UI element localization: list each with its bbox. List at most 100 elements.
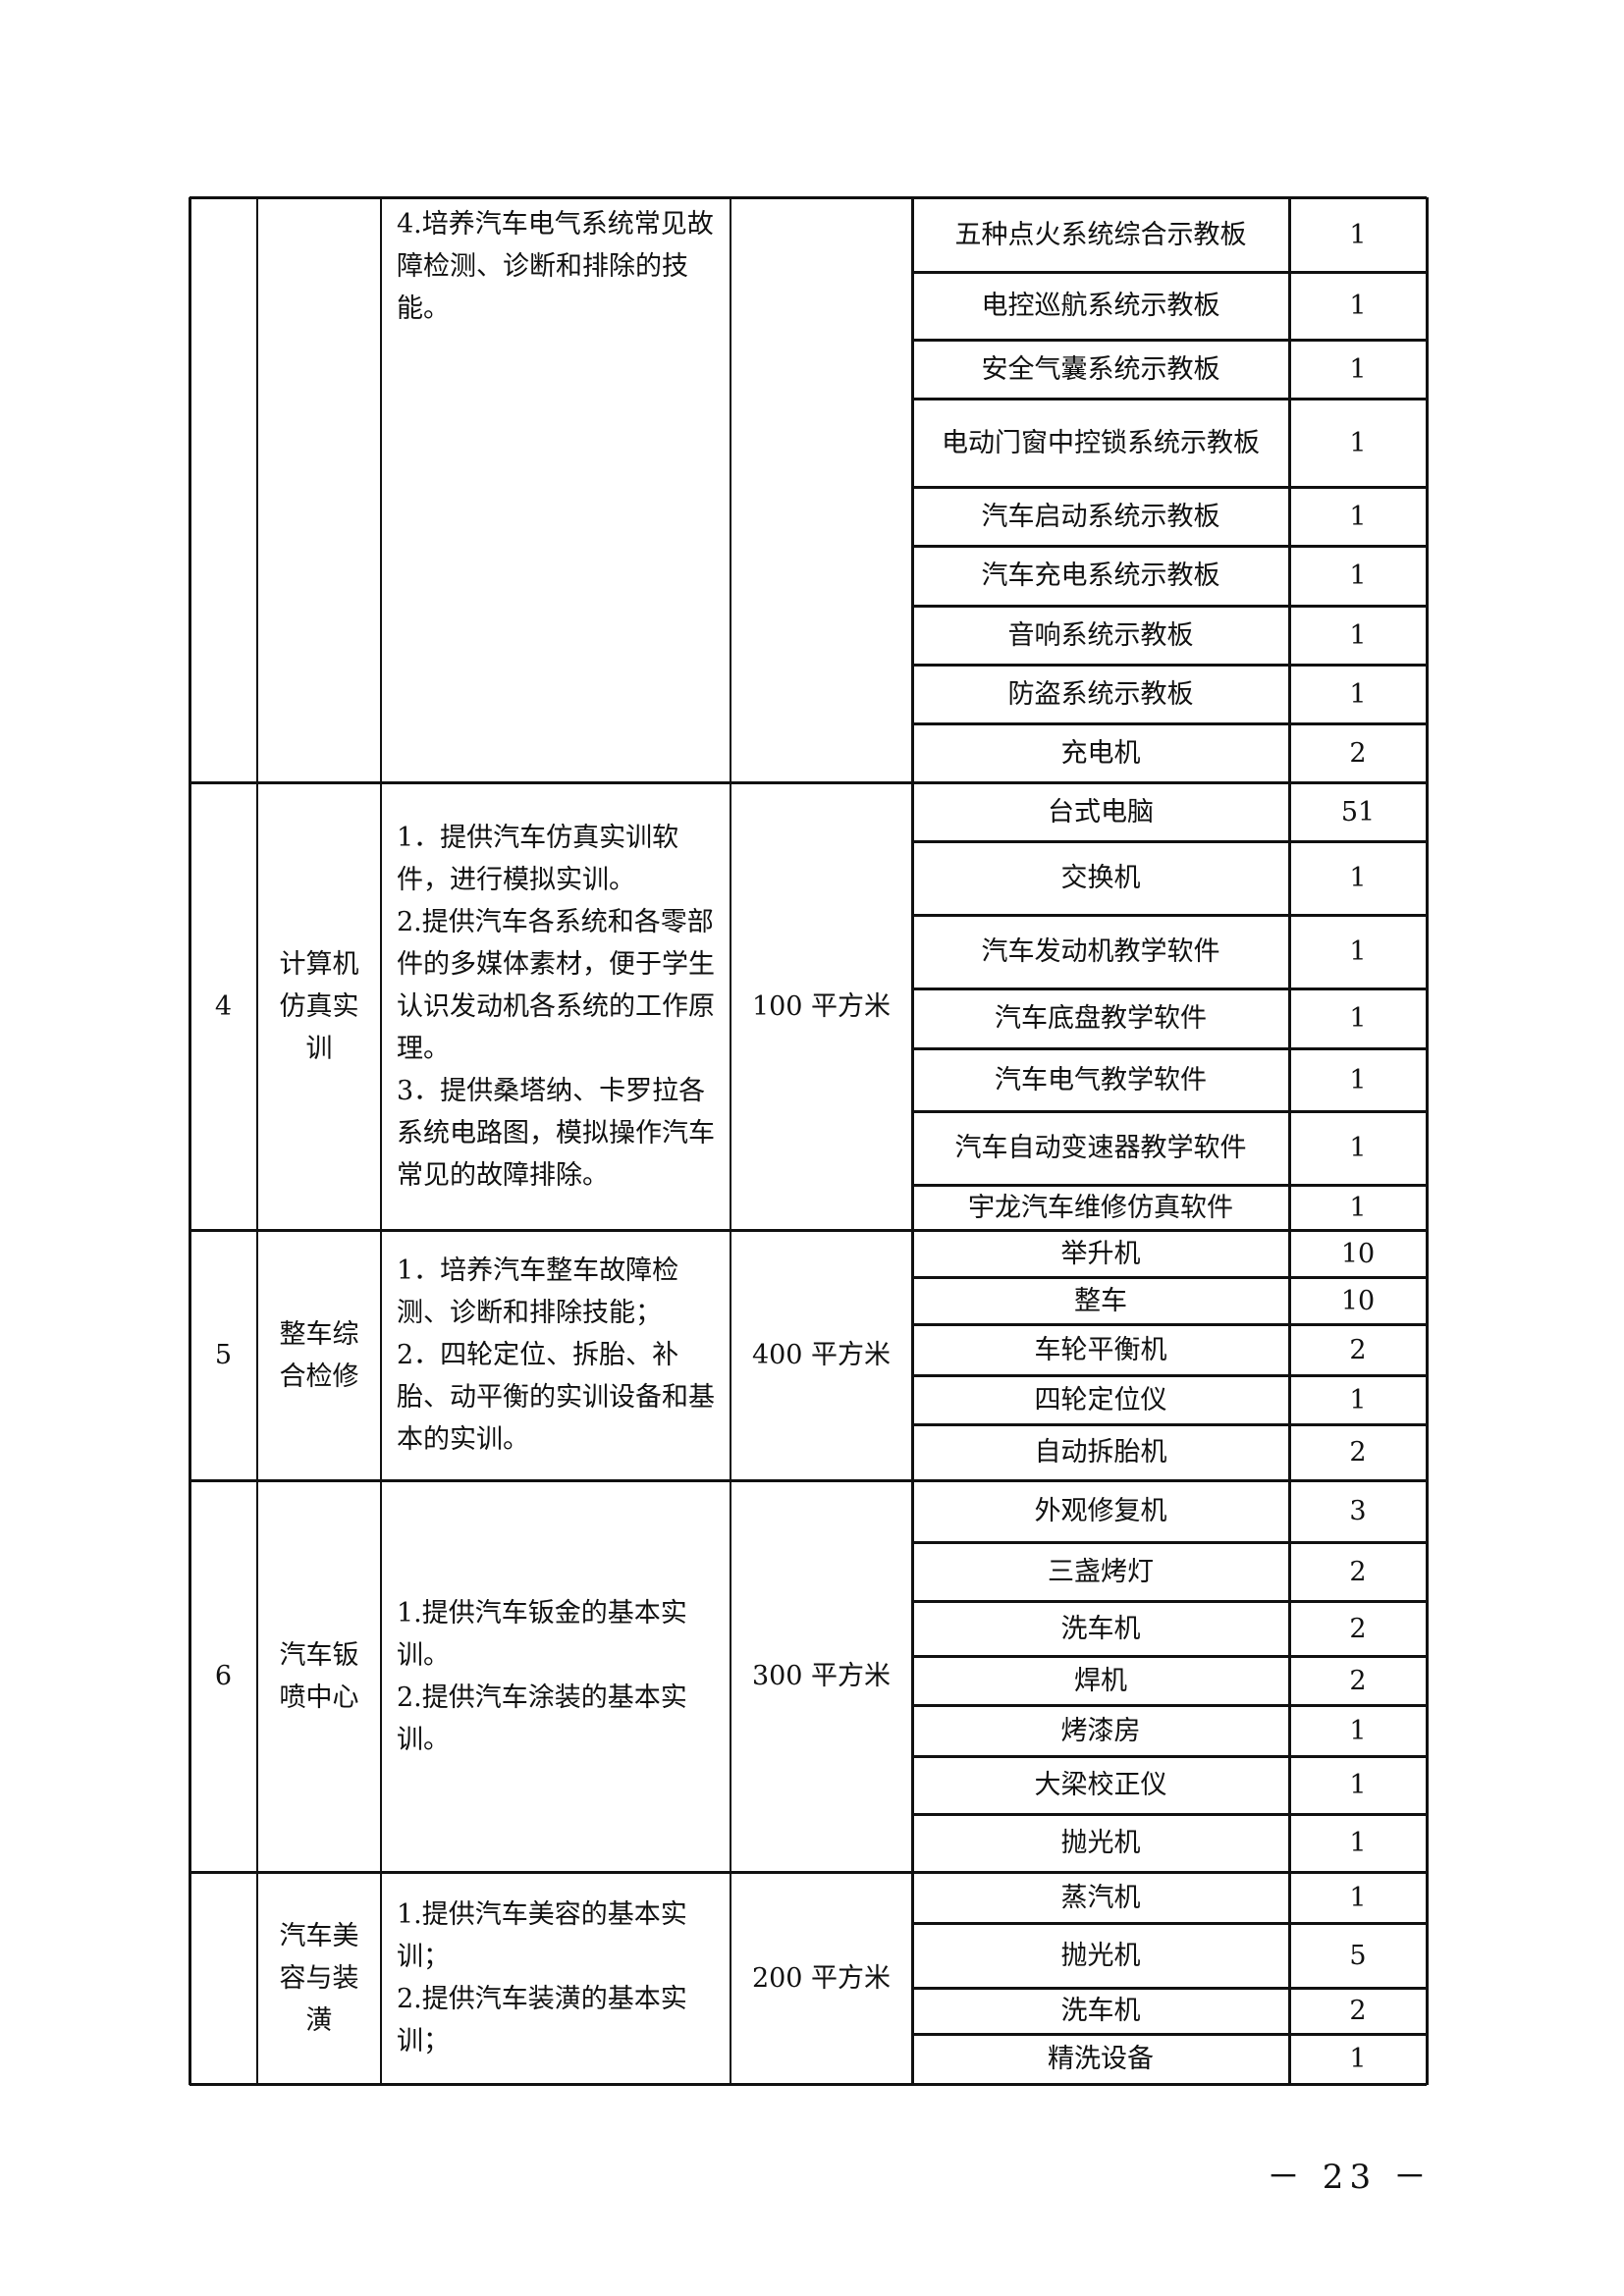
row-divider: [912, 1704, 1427, 1707]
row-divider: [912, 1323, 1427, 1326]
equipment-name: 洗车机: [1060, 1613, 1141, 1644]
equipment-quantity: 1: [1349, 1882, 1367, 1913]
description-line: 3．提供桑塔纳、卡罗拉各系统电路图，模拟操作汽车常见的故障排除。: [397, 1075, 715, 1191]
row-divider: [912, 988, 1427, 990]
equipment-quantity: 1: [1349, 1003, 1367, 1034]
description-line: 2.提供汽车装潢的基本实训；: [397, 1984, 687, 2056]
equipment-quantity: 1: [1349, 1133, 1367, 1163]
equipment-quantity: 2: [1349, 737, 1367, 769]
row-divider: [912, 664, 1427, 667]
room-name: 汽车美容与装潢: [257, 1872, 381, 2084]
column-divider: [911, 197, 914, 2085]
equipment-name: 防盗系统示教板: [1007, 678, 1194, 710]
equipment-quantity: 1: [1349, 219, 1367, 250]
equipment-name: 汽车自动变速器教学软件: [954, 1133, 1247, 1163]
row-divider: [912, 1755, 1427, 1758]
equipment-name: 四轮定位仪: [1034, 1384, 1167, 1415]
equipment-name: 充电机: [1060, 737, 1141, 769]
room-name-text: 汽车美容与装潢: [279, 1920, 359, 2036]
equipment-quantity: 1: [1349, 427, 1367, 458]
description-line: 2．四轮定位、拆胎、补胎、动平衡的实训设备和基本的实训。: [397, 1340, 715, 1455]
row-divider: [912, 914, 1427, 917]
equipment-quantity: 1: [1349, 1715, 1367, 1746]
equipment-quantity: 5: [1349, 1940, 1367, 1971]
equipment-quantity: 1: [1349, 1828, 1367, 1858]
function-description: 1.提供汽车美容的基本实训； 2.提供汽车装潢的基本实训；: [381, 1872, 731, 2084]
equipment-name: 自动拆胎机: [1034, 1437, 1167, 1468]
column-divider: [1426, 197, 1429, 2085]
description-line: 2.提供汽车各系统和各零部件的多媒体素材，便于学生认识发动机各系统的工作原理。: [397, 906, 715, 1064]
equipment-quantity: 2: [1349, 1556, 1367, 1587]
room-name: [257, 197, 381, 782]
column-divider: [1288, 197, 1291, 2085]
equipment-name: 汽车充电系统示教板: [981, 561, 1220, 591]
function-description: 1.提供汽车钣金的基本实训。 2.提供汽车涂装的基本实训。: [381, 1480, 731, 1872]
row-divider: [912, 840, 1427, 843]
equipment-name: 台式电脑: [1048, 796, 1154, 828]
equipment-quantity: 2: [1349, 1613, 1367, 1644]
room-area: 200 平方米: [751, 1962, 892, 1994]
equipment-name: 电动门窗中控锁系统示教板: [942, 427, 1260, 458]
row-divider: [912, 722, 1427, 725]
row-divider: [912, 1423, 1427, 1426]
room-name-text: 汽车钣喷中心: [279, 1639, 359, 1713]
description-line: 1．培养汽车整车故障检测、诊断和排除技能；: [397, 1255, 679, 1328]
equipment-name: 蒸汽机: [1060, 1882, 1141, 1913]
equipment-quantity: 1: [1349, 561, 1367, 591]
row-number: [189, 197, 257, 782]
equipment-quantity: 10: [1340, 1285, 1376, 1316]
row-divider: [912, 1276, 1427, 1279]
column-divider: [730, 197, 731, 2085]
description-line: 1.提供汽车美容的基本实训；: [397, 1899, 687, 1972]
row-divider: [912, 486, 1427, 489]
row-divider: [912, 1987, 1427, 1990]
equipment-name: 大梁校正仪: [1034, 1770, 1167, 1800]
group-divider: [189, 1229, 1427, 1232]
equipment-name: 电控巡航系统示教板: [981, 291, 1220, 321]
equipment-name: 汽车发动机教学软件: [981, 936, 1220, 967]
equipment-name: 汽车启动系统示教板: [981, 501, 1220, 532]
equipment-quantity: 2: [1349, 1334, 1367, 1365]
equipment-name: 车轮平衡机: [1034, 1334, 1167, 1365]
equipment-name: 抛光机: [1060, 1940, 1141, 1971]
room-name: 汽车钣喷中心: [257, 1480, 381, 1872]
equipment-quantity: 10: [1340, 1238, 1376, 1269]
equipment-name: 汽车电气教学软件: [995, 1064, 1207, 1095]
equipment-name: 外观修复机: [1034, 1496, 1167, 1526]
equipment-quantity: 1: [1349, 2044, 1367, 2074]
function-description: 4.培养汽车电气系统常见故障检测、诊断和排除的技能。: [381, 197, 731, 782]
row-divider: [912, 2033, 1427, 2036]
equipment-quantity: 2: [1349, 1437, 1367, 1468]
equipment-name: 三盏烤灯: [1048, 1556, 1154, 1587]
row-divider: [912, 1813, 1427, 1816]
equipment-quantity: 1: [1349, 353, 1367, 385]
equipment-quantity: 1: [1349, 291, 1367, 321]
equipment-quantity: 1: [1349, 863, 1367, 893]
row-divider: [912, 1374, 1427, 1377]
equipment-quantity: 1: [1349, 1770, 1367, 1800]
function-description: 1．提供汽车仿真实训软件，进行模拟实训。 2.提供汽车各系统和各零部件的多媒体素材…: [381, 782, 731, 1230]
group-divider: [189, 781, 1427, 784]
equipment-name: 举升机: [1060, 1238, 1141, 1269]
equipment-quantity: 1: [1349, 678, 1367, 710]
column-divider: [189, 197, 191, 2085]
row-divider: [912, 339, 1427, 342]
equipment-name: 音响系统示教板: [1007, 619, 1194, 651]
group-divider: [189, 196, 1427, 199]
room-area: 300 平方米: [751, 1661, 892, 1691]
equipment-name: 汽车底盘教学软件: [995, 1003, 1207, 1034]
equipment-name: 交换机: [1060, 863, 1141, 893]
description-line: 4.培养汽车电气系统常见故障检测、诊断和排除的技能。: [397, 209, 714, 324]
column-divider: [380, 197, 382, 2085]
row-divider: [912, 398, 1427, 400]
description-line: 2.提供汽车涂装的基本实训。: [397, 1682, 687, 1755]
equipment-quantity: 1: [1349, 1064, 1367, 1095]
equipment-quantity: 1: [1349, 1384, 1367, 1415]
equipment-quantity: 51: [1340, 796, 1376, 828]
row-divider: [912, 1110, 1427, 1113]
equipment-quantity: 1: [1349, 619, 1367, 651]
row-divider: [912, 545, 1427, 548]
room-name-text: 计算机仿真实训: [279, 948, 359, 1064]
equipment-name: 五种点火系统综合示教板: [954, 219, 1247, 250]
equipment-quantity: 2: [1349, 1665, 1367, 1696]
